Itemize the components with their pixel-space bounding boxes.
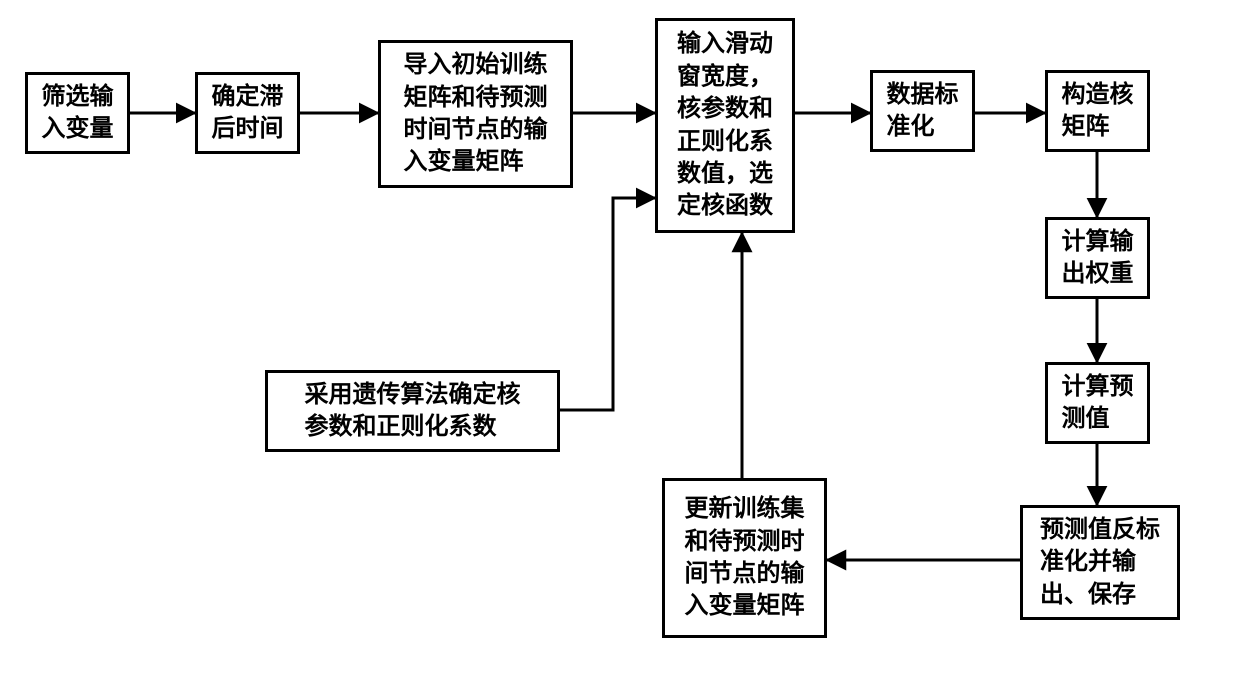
flowchart-node-n1: 筛选输 入变量	[25, 72, 130, 154]
node-label: 计算输 出权重	[1062, 226, 1134, 291]
flowchart-node-n2: 确定滞 后时间	[195, 72, 300, 154]
flowchart-node-n5: 数据标 准化	[870, 70, 975, 152]
node-label: 构造核 矩阵	[1062, 79, 1134, 144]
flowchart-node-n11: 采用遗传算法确定核 参数和正则化系数	[265, 370, 560, 452]
flowchart-node-n4: 输入滑动 窗宽度， 核参数和 正则化系 数值，选 定核函数	[655, 18, 795, 233]
node-label: 输入滑动 窗宽度， 核参数和 正则化系 数值，选 定核函数	[677, 28, 773, 222]
node-label: 计算预 测值	[1062, 371, 1134, 436]
flowchart-node-n9: 预测值反标 准化并输 出、保存	[1020, 505, 1180, 620]
node-label: 数据标 准化	[887, 79, 959, 144]
flowchart-node-n10: 更新训练集 和待预测时 间节点的输 入变量矩阵	[662, 478, 827, 638]
node-label: 导入初始训练 矩阵和待预测 时间节点的输 入变量矩阵	[404, 49, 548, 179]
node-label: 筛选输 入变量	[42, 81, 114, 146]
flowchart-node-n6: 构造核 矩阵	[1045, 70, 1150, 152]
flowchart-node-n3: 导入初始训练 矩阵和待预测 时间节点的输 入变量矩阵	[378, 40, 573, 188]
edge-n11-n4	[560, 198, 655, 410]
flowchart-node-n8: 计算预 测值	[1045, 362, 1150, 444]
flowchart-canvas: 筛选输 入变量 确定滞 后时间 导入初始训练 矩阵和待预测 时间节点的输 入变量矩阵…	[0, 0, 1240, 692]
node-label: 预测值反标 准化并输 出、保存	[1040, 514, 1160, 611]
node-label: 更新训练集 和待预测时 间节点的输 入变量矩阵	[685, 493, 805, 623]
node-label: 采用遗传算法确定核 参数和正则化系数	[305, 379, 521, 444]
flowchart-node-n7: 计算输 出权重	[1045, 217, 1150, 299]
node-label: 确定滞 后时间	[212, 81, 284, 146]
